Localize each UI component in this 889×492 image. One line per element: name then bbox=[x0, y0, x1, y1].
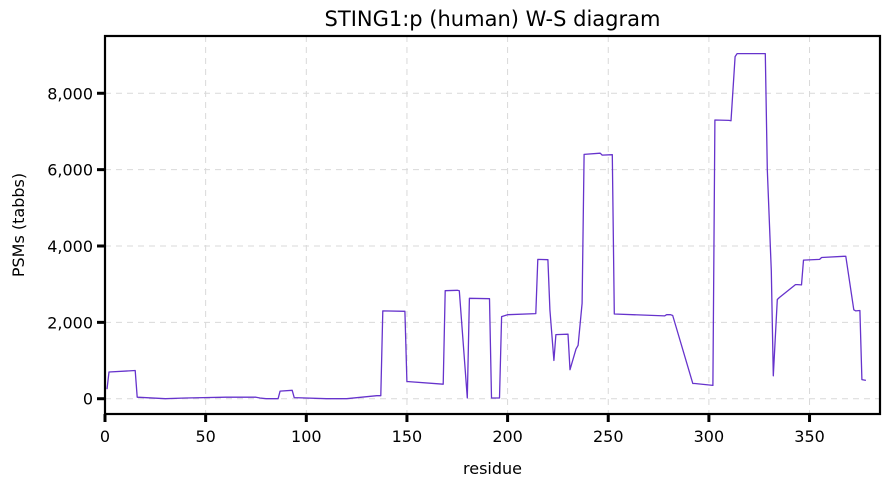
x-axis-label: residue bbox=[463, 459, 522, 478]
ticks: 0 50 100 150 200 250 300 350 0 2,000 4,000 6,000 8,0… bbox=[47, 84, 825, 446]
x-tick-label: 100 bbox=[291, 427, 322, 446]
y-tick-label: 0 bbox=[83, 390, 93, 409]
x-tick-label: 150 bbox=[392, 427, 423, 446]
plot-border bbox=[103, 34, 882, 416]
y-tick-label: 6,000 bbox=[47, 161, 93, 180]
x-tick-label: 200 bbox=[492, 427, 523, 446]
x-tick-label: 0 bbox=[100, 427, 110, 446]
series-line bbox=[106, 52, 867, 400]
chart-title: STING1:p (human) W-S diagram bbox=[325, 7, 661, 31]
y-axis-label: PSMs (tabbs) bbox=[9, 173, 28, 277]
grid bbox=[104, 36, 880, 414]
x-tick-label: 50 bbox=[195, 427, 215, 446]
series-layer bbox=[106, 52, 867, 400]
y-tick-label: 4,000 bbox=[47, 237, 93, 256]
y-tick-label: 8,000 bbox=[47, 84, 93, 103]
x-tick-label: 300 bbox=[694, 427, 725, 446]
x-tick-label: 350 bbox=[794, 427, 825, 446]
x-tick-label: 250 bbox=[593, 427, 624, 446]
y-tick-label: 2,000 bbox=[47, 313, 93, 332]
plot-frame bbox=[103, 34, 882, 416]
